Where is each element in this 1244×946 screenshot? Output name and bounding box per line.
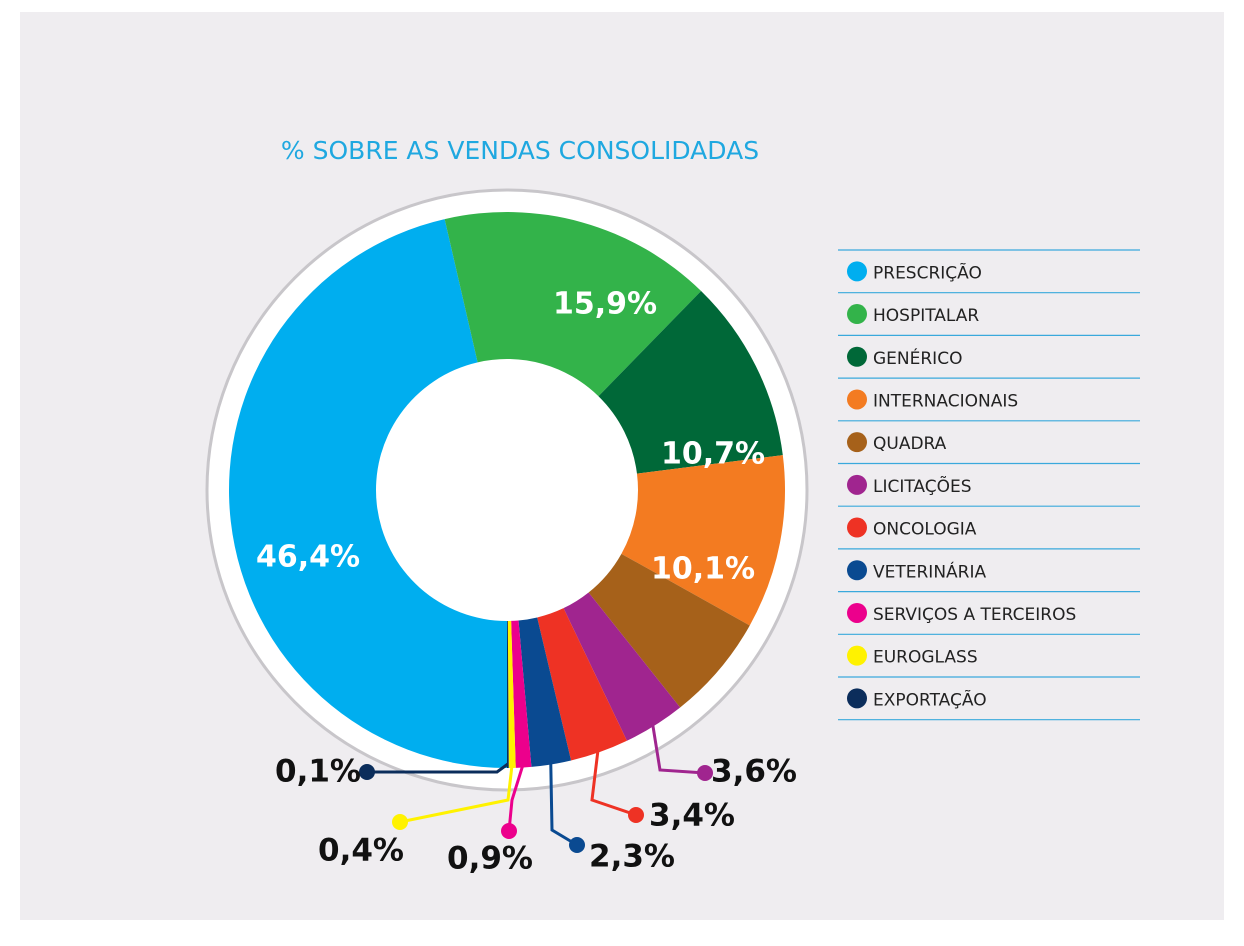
donut-slice — [621, 455, 785, 626]
data-label: 0,1% — [275, 754, 361, 790]
data-label: 3,6% — [711, 754, 797, 790]
legend-label: PRESCRIÇÃO — [873, 261, 982, 283]
leader-line — [367, 762, 509, 774]
legend-swatch — [847, 560, 867, 581]
legend-swatch — [847, 432, 867, 453]
data-label: 10,7% — [661, 437, 765, 472]
donut-slice — [444, 212, 702, 397]
donut-slice — [228, 219, 507, 768]
data-label: 10,1% — [651, 552, 755, 587]
donut-slice — [588, 553, 750, 708]
legend-swatch — [847, 645, 867, 666]
donut-slice — [507, 620, 509, 768]
donut-slice — [507, 620, 516, 768]
leader-dot — [501, 823, 517, 839]
donut-slice — [537, 608, 627, 761]
data-label: 0,4% — [318, 833, 404, 869]
donut-slice — [511, 620, 532, 768]
legend-label: SERVIÇOS A TERCEIROS — [873, 605, 1076, 625]
legend-swatch — [847, 474, 867, 495]
leader-dot — [569, 837, 585, 853]
legend-swatch — [847, 304, 867, 325]
legend-swatch — [847, 517, 867, 538]
legend-label: EUROGLASS — [873, 648, 978, 668]
leader-line — [507, 763, 525, 832]
legend-label: VETERINÁRIA — [873, 560, 986, 582]
data-label: 2,3% — [589, 839, 675, 875]
leader-dot — [697, 765, 713, 781]
leader-line — [399, 763, 514, 824]
legend-swatch — [847, 688, 867, 709]
legend-swatch — [847, 602, 867, 623]
leader-line — [590, 748, 637, 817]
data-label: 3,4% — [649, 798, 735, 834]
legend-label: GENÉRICO — [873, 347, 962, 369]
legend-label: LICITAÇÕES — [873, 475, 972, 497]
leader-dot — [392, 814, 408, 830]
legend-swatch — [847, 346, 867, 367]
leader-dot — [628, 807, 644, 823]
donut-slice — [518, 617, 572, 767]
data-label: 0,9% — [447, 841, 533, 877]
data-label: 15,9% — [553, 287, 657, 322]
legend-label: ONCOLOGIA — [873, 520, 977, 540]
leader-line — [650, 722, 706, 775]
legend-label: QUADRA — [873, 434, 947, 454]
legend-label: INTERNACIONAIS — [873, 391, 1018, 411]
legend-swatch — [847, 261, 867, 282]
legend-label: EXPORTAÇÃO — [873, 688, 987, 710]
data-label: 46,4% — [256, 540, 360, 575]
legend-swatch — [847, 389, 867, 410]
leader-dot — [359, 764, 375, 780]
chart-title: % SOBRE AS VENDAS CONSOLIDADAS — [281, 136, 759, 165]
legend-label: HOSPITALAR — [873, 306, 979, 326]
donut-slice — [563, 592, 681, 741]
donut-slice — [598, 290, 783, 474]
leader-line — [549, 760, 578, 847]
